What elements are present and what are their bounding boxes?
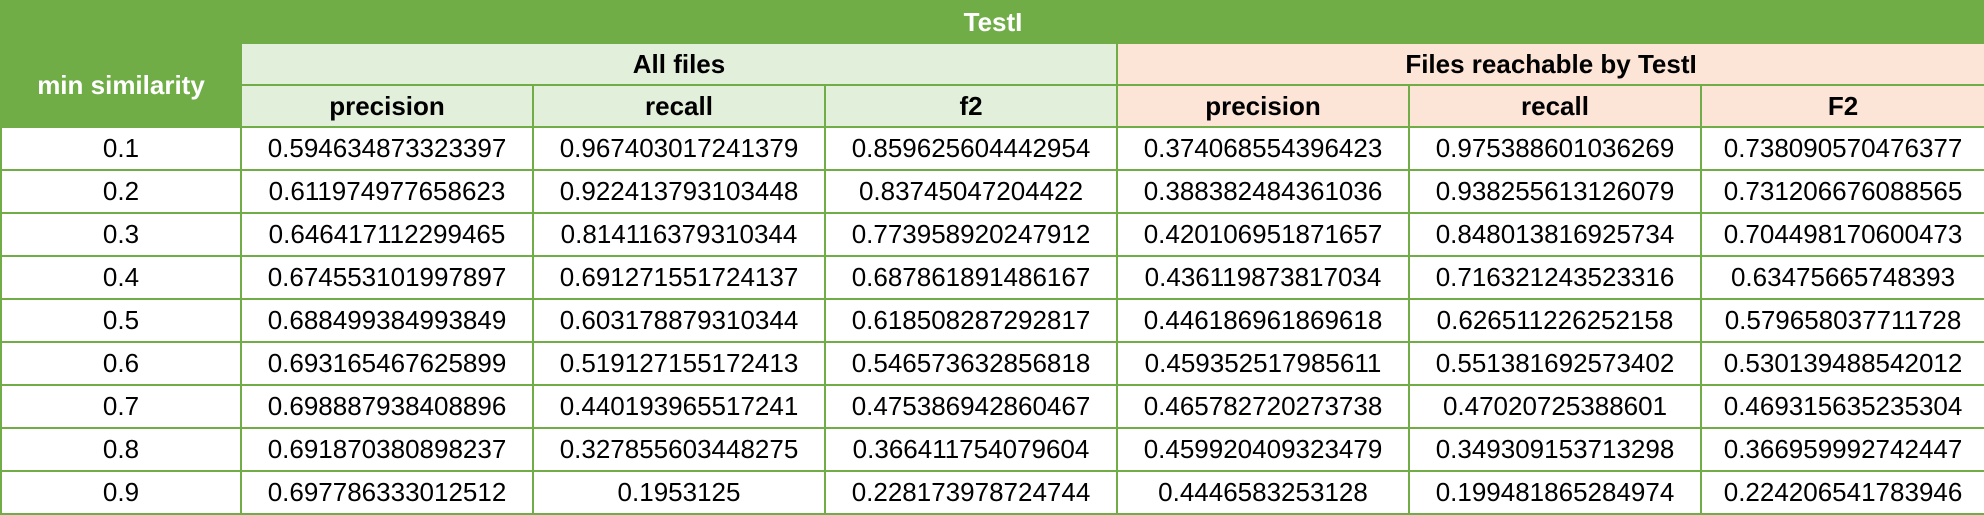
recall-all-cell[interactable]: 0.1953125 <box>532 470 826 515</box>
recall-reachable-cell[interactable]: 0.848013816925734 <box>1408 212 1702 257</box>
precision-reachable-cell[interactable]: 0.446186961869618 <box>1116 298 1410 343</box>
f2-all-cell[interactable]: 0.83745047204422 <box>824 169 1118 214</box>
precision-all-cell[interactable]: 0.594634873323397 <box>240 126 534 171</box>
table-row: 0.3 0.646417112299465 0.814116379310344 0.7… <box>0 212 1984 257</box>
table-body: 0.1 0.594634873323397 0.967403017241379 0.8… <box>0 126 1984 515</box>
precision-all-cell[interactable]: 0.691870380898237 <box>240 427 534 472</box>
min-similarity-header: min similarity <box>0 42 242 128</box>
f2-all-cell[interactable]: 0.228173978724744 <box>824 470 1118 515</box>
recall-all-cell[interactable]: 0.519127155172413 <box>532 341 826 386</box>
f2-all-cell[interactable]: 0.773958920247912 <box>824 212 1118 257</box>
precision-reachable-cell[interactable]: 0.4446583253128 <box>1116 470 1410 515</box>
f2-reachable-cell[interactable]: 0.469315635235304 <box>1699 384 1984 429</box>
f2-all-cell[interactable]: 0.475386942860467 <box>824 384 1118 429</box>
recall-reachable-cell[interactable]: 0.551381692573402 <box>1408 341 1702 386</box>
recall-reachable-cell[interactable]: 0.938255613126079 <box>1408 169 1702 214</box>
recall-reachable-cell[interactable]: 0.626511226252158 <box>1408 298 1702 343</box>
f2-reachable-cell[interactable]: 0.530139488542012 <box>1699 341 1984 386</box>
precision-all-cell[interactable]: 0.697786333012512 <box>240 470 534 515</box>
recall-all-cell[interactable]: 0.327855603448275 <box>532 427 826 472</box>
column-header-recall-all: recall <box>532 84 826 128</box>
f2-all-cell[interactable]: 0.546573632856818 <box>824 341 1118 386</box>
column-header-precision-all: precision <box>240 84 534 128</box>
table-row: 0.9 0.697786333012512 0.1953125 0.228173978… <box>0 470 1984 515</box>
f2-all-cell[interactable]: 0.618508287292817 <box>824 298 1118 343</box>
recall-all-cell[interactable]: 0.691271551724137 <box>532 255 826 300</box>
f2-reachable-cell[interactable]: 0.704498170600473 <box>1699 212 1984 257</box>
min-similarity-cell[interactable]: 0.9 <box>0 470 242 515</box>
precision-reachable-cell[interactable]: 0.374068554396423 <box>1116 126 1410 171</box>
recall-all-cell[interactable]: 0.440193965517241 <box>532 384 826 429</box>
column-header-precision-reachable: precision <box>1116 84 1410 128</box>
precision-all-cell[interactable]: 0.693165467625899 <box>240 341 534 386</box>
min-similarity-cell[interactable]: 0.4 <box>0 255 242 300</box>
column-header-f2-reachable: F2 <box>1699 84 1984 128</box>
recall-all-cell[interactable]: 0.967403017241379 <box>532 126 826 171</box>
precision-all-cell[interactable]: 0.611974977658623 <box>240 169 534 214</box>
table-row: 0.4 0.674553101997897 0.691271551724137 0.6… <box>0 255 1984 300</box>
f2-reachable-cell[interactable]: 0.579658037711728 <box>1699 298 1984 343</box>
min-similarity-cell[interactable]: 0.3 <box>0 212 242 257</box>
column-header-f2-all: f2 <box>824 84 1118 128</box>
f2-reachable-cell[interactable]: 0.63475665748393 <box>1699 255 1984 300</box>
precision-all-cell[interactable]: 0.646417112299465 <box>240 212 534 257</box>
recall-reachable-cell[interactable]: 0.47020725388601 <box>1408 384 1702 429</box>
precision-reachable-cell[interactable]: 0.459920409323479 <box>1116 427 1410 472</box>
recall-reachable-cell[interactable]: 0.975388601036269 <box>1408 126 1702 171</box>
recall-reachable-cell[interactable]: 0.349309153713298 <box>1408 427 1702 472</box>
min-similarity-cell[interactable]: 0.5 <box>0 298 242 343</box>
f2-all-cell[interactable]: 0.366411754079604 <box>824 427 1118 472</box>
recall-all-cell[interactable]: 0.922413793103448 <box>532 169 826 214</box>
table-row: 0.2 0.611974977658623 0.922413793103448 0.8… <box>0 169 1984 214</box>
recall-all-cell[interactable]: 0.603178879310344 <box>532 298 826 343</box>
recall-reachable-cell[interactable]: 0.199481865284974 <box>1408 470 1702 515</box>
precision-all-cell[interactable]: 0.674553101997897 <box>240 255 534 300</box>
f2-all-cell[interactable]: 0.687861891486167 <box>824 255 1118 300</box>
f2-reachable-cell[interactable]: 0.731206676088565 <box>1699 169 1984 214</box>
min-similarity-cell[interactable]: 0.6 <box>0 341 242 386</box>
table-row: 0.8 0.691870380898237 0.327855603448275 0.3… <box>0 427 1984 472</box>
min-similarity-cell[interactable]: 0.8 <box>0 427 242 472</box>
table-row: 0.7 0.698887938408896 0.440193965517241 0.4… <box>0 384 1984 429</box>
table-row: 0.6 0.693165467625899 0.519127155172413 0.5… <box>0 341 1984 386</box>
precision-all-cell[interactable]: 0.698887938408896 <box>240 384 534 429</box>
precision-reachable-cell[interactable]: 0.420106951871657 <box>1116 212 1410 257</box>
min-similarity-cell[interactable]: 0.2 <box>0 169 242 214</box>
precision-reachable-cell[interactable]: 0.465782720273738 <box>1116 384 1410 429</box>
min-similarity-cell[interactable]: 0.7 <box>0 384 242 429</box>
table-title: TestI <box>0 0 1984 44</box>
f2-reachable-cell[interactable]: 0.224206541783946 <box>1699 470 1984 515</box>
f2-all-cell[interactable]: 0.859625604442954 <box>824 126 1118 171</box>
table-row: 0.1 0.594634873323397 0.967403017241379 0.8… <box>0 126 1984 171</box>
precision-reachable-cell[interactable]: 0.388382484361036 <box>1116 169 1410 214</box>
table-row: 0.5 0.688499384993849 0.603178879310344 0.6… <box>0 298 1984 343</box>
f2-reachable-cell[interactable]: 0.366959992742447 <box>1699 427 1984 472</box>
precision-reachable-cell[interactable]: 0.436119873817034 <box>1116 255 1410 300</box>
min-similarity-cell[interactable]: 0.1 <box>0 126 242 171</box>
all-files-group-header: All files <box>240 42 1118 86</box>
reachable-files-group-header: Files reachable by TestI <box>1115 42 1984 86</box>
precision-reachable-cell[interactable]: 0.459352517985611 <box>1116 341 1410 386</box>
recall-reachable-cell[interactable]: 0.716321243523316 <box>1408 255 1702 300</box>
precision-all-cell[interactable]: 0.688499384993849 <box>240 298 534 343</box>
recall-all-cell[interactable]: 0.814116379310344 <box>532 212 826 257</box>
column-header-recall-reachable: recall <box>1408 84 1702 128</box>
f2-reachable-cell[interactable]: 0.738090570476377 <box>1699 126 1984 171</box>
